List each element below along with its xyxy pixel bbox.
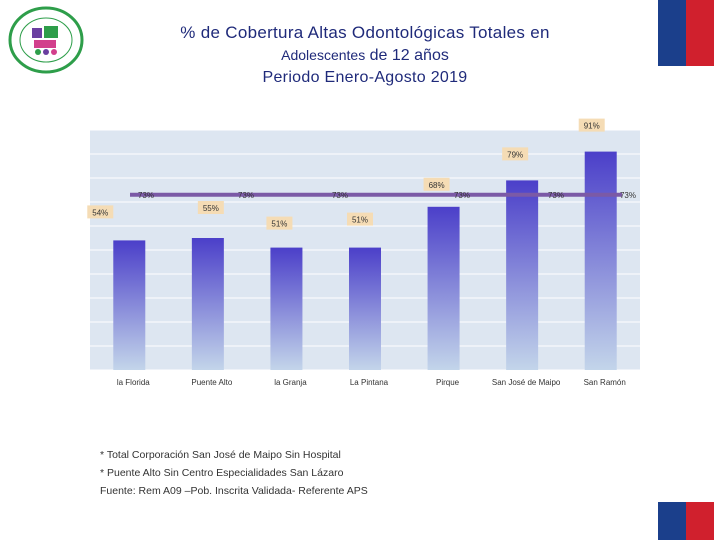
chile-flag-top <box>658 0 714 66</box>
bar-puente-alto <box>191 238 224 370</box>
bar-la-florida <box>113 240 146 370</box>
meta-value-label: 73% <box>454 191 470 200</box>
bar-value-label: 68% <box>429 181 445 190</box>
chile-flag-bottom <box>658 502 714 540</box>
bar-label-bg <box>347 212 373 226</box>
x-tick-label: la Granja <box>274 378 307 387</box>
bar-label-bg <box>266 216 293 230</box>
meta-value-labels: 73% 73% 73% 73% 73% 73% <box>138 191 636 200</box>
x-tick-label: La Pintana <box>350 378 389 387</box>
bar-label-bg <box>423 177 450 191</box>
title-line-1: % de Cobertura Altas Odontológicas Total… <box>180 23 550 42</box>
bar-label-bg <box>87 205 114 219</box>
corporation-logo <box>8 6 84 74</box>
bar-san-ramón <box>584 151 617 370</box>
bar-value-label: 51% <box>352 216 368 225</box>
meta-value-label: 73% <box>620 191 636 200</box>
bar-la-pintana <box>349 247 381 370</box>
meta-value-label: 73% <box>548 191 564 200</box>
bar-label-bg <box>197 201 224 214</box>
title-line-3: Periodo Enero-Agosto 2019 <box>262 69 468 86</box>
bar-value-label: 54% <box>92 208 108 217</box>
title-line-2: Adolescentes de 12 años <box>100 44 630 67</box>
meta-value-label: 73% <box>138 191 154 200</box>
bars <box>113 151 617 370</box>
title-line-2-small: Adolescentes <box>281 47 366 63</box>
x-tick-label: Puente Alto <box>191 378 232 387</box>
bar-la-granja <box>270 247 303 370</box>
bar-value-label: 51% <box>271 220 287 229</box>
bar-label-bg <box>502 147 529 161</box>
bar-value-labels: 54% 55% 51% 51% 68% 79% 91% <box>87 118 605 230</box>
footnote-2: * Puente Alto Sin Centro Especialidades … <box>100 467 344 479</box>
footnote-source: Fuente: Rem A09 –Pob. Inscrita Validada-… <box>100 485 368 497</box>
footnote-1: * Total Corporación San José de Maipo Si… <box>100 449 341 461</box>
x-tick-label: Pirque <box>436 378 460 387</box>
x-tick-label: la Florida <box>117 378 150 387</box>
bar-label-bg <box>578 118 605 132</box>
x-tick-label: San Ramón <box>584 378 626 387</box>
bar-value-label: 55% <box>203 204 219 213</box>
bar-san-josé-de-maipo <box>506 180 539 370</box>
bar-value-label: 91% <box>584 122 600 131</box>
x-axis-labels: la Florida Puente Alto la Granja La Pintana… <box>117 378 626 387</box>
meta-value-label: 73% <box>238 191 254 200</box>
meta-value-label: 73% <box>332 191 348 200</box>
footnotes: * Total Corporación San José de Maipo Si… <box>100 446 368 500</box>
bar-pirque <box>427 206 460 370</box>
bar-value-label: 79% <box>507 150 523 159</box>
title-line-2-rest: de 12 años <box>369 47 449 64</box>
chart-title: % de Cobertura Altas Odontológicas Total… <box>100 22 630 89</box>
x-tick-label: San José de Maipo <box>492 378 561 387</box>
